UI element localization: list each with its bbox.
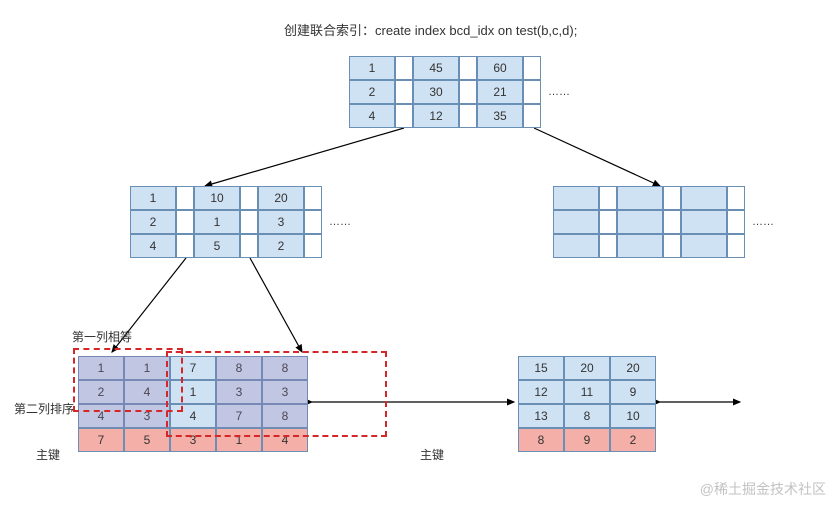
ll-b-4: 8 xyxy=(262,356,308,380)
lr-pk-2: 2 xyxy=(610,428,656,452)
ll-pk-0: 7 xyxy=(78,428,124,452)
root-gap-1 xyxy=(459,56,477,80)
root-c0-r0: 1 xyxy=(349,56,395,80)
root-dots: …… xyxy=(541,80,577,104)
label-pk-2: 主键 xyxy=(420,446,444,463)
lr-b-0: 15 xyxy=(518,356,564,380)
lr-c-2: 9 xyxy=(610,380,656,404)
ml-c1-r0: 10 xyxy=(194,186,240,210)
root-c1-r1: 30 xyxy=(413,80,459,104)
ll-pk-1: 5 xyxy=(124,428,170,452)
lr-d-0: 13 xyxy=(518,404,564,428)
root-c0-r1: 2 xyxy=(349,80,395,104)
ll-d-1: 3 xyxy=(124,404,170,428)
ll-c-1: 4 xyxy=(124,380,170,404)
lr-pk-0: 8 xyxy=(518,428,564,452)
root-c0-r2: 4 xyxy=(349,104,395,128)
lr-pk-1: 9 xyxy=(564,428,610,452)
root-c2-r2: 35 xyxy=(477,104,523,128)
mid-left-node: 124 1015 2032 …… xyxy=(130,186,358,258)
ll-c-2: 1 xyxy=(170,380,216,404)
ml-c2-r2: 2 xyxy=(258,234,304,258)
ml-c2-r1: 3 xyxy=(258,210,304,234)
ll-d-0: 4 xyxy=(78,404,124,428)
lr-d-1: 8 xyxy=(564,404,610,428)
lr-d-2: 10 xyxy=(610,404,656,428)
ml-c0-r2: 4 xyxy=(130,234,176,258)
label-pk-1: 主键 xyxy=(36,446,60,463)
ll-b-3: 8 xyxy=(216,356,262,380)
mr-dots: …… xyxy=(745,210,781,234)
ll-pk-4: 4 xyxy=(262,428,308,452)
ll-d-3: 7 xyxy=(216,404,262,428)
lr-b-1: 20 xyxy=(564,356,610,380)
root-c1-r2: 12 xyxy=(413,104,459,128)
root-gap-0 xyxy=(395,56,413,80)
watermark: @稀土掘金技术社区 xyxy=(700,479,826,499)
ml-c0-r0: 1 xyxy=(130,186,176,210)
lr-c-0: 12 xyxy=(518,380,564,404)
page-title: 创建联合索引：create index bcd_idx on test(b,c,… xyxy=(284,20,577,39)
ml-dots: …… xyxy=(322,210,358,234)
mid-right-node: …… xyxy=(553,186,781,258)
leaf-right: 15 20 20 12 11 9 13 8 10 8 9 2 xyxy=(518,356,656,452)
root-c1-r0: 45 xyxy=(413,56,459,80)
ll-pk-2: 3 xyxy=(170,428,216,452)
ll-d-2: 4 xyxy=(170,404,216,428)
root-node: 124 453012 602135 …… xyxy=(349,56,577,128)
ml-c1-r2: 5 xyxy=(194,234,240,258)
label-col-equal: 第一列相等 xyxy=(72,328,132,345)
ll-d-4: 8 xyxy=(262,404,308,428)
ll-c-0: 2 xyxy=(78,380,124,404)
root-gap-2 xyxy=(523,56,541,80)
root-c2-r0: 60 xyxy=(477,56,523,80)
root-c2-r1: 21 xyxy=(477,80,523,104)
lr-b-2: 20 xyxy=(610,356,656,380)
ml-c0-r1: 2 xyxy=(130,210,176,234)
lr-c-1: 11 xyxy=(564,380,610,404)
label-row-sort: 第二列排序 xyxy=(14,400,74,417)
ll-b-0: 1 xyxy=(78,356,124,380)
ml-c2-r0: 20 xyxy=(258,186,304,210)
ll-b-1: 1 xyxy=(124,356,170,380)
ll-pk-3: 1 xyxy=(216,428,262,452)
ll-b-2: 7 xyxy=(170,356,216,380)
leaf-left: 1 1 7 8 8 2 4 1 3 3 4 3 4 7 8 7 5 3 1 4 xyxy=(78,356,308,452)
ll-c-4: 3 xyxy=(262,380,308,404)
ll-c-3: 3 xyxy=(216,380,262,404)
ml-c1-r1: 1 xyxy=(194,210,240,234)
